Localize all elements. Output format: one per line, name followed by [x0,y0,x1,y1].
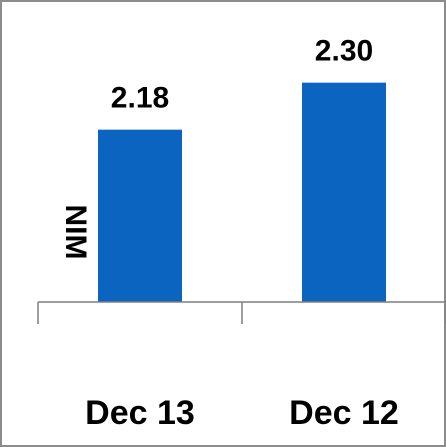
x-tick-label-dec-12: Dec 12 [289,394,399,432]
data-label-dec-13: 2.18 [111,82,169,115]
x-tick-label-dec-13: Dec 13 [85,394,195,432]
data-label-dec-12: 2.30 [315,35,373,68]
bar-dec-12 [302,82,386,303]
y-axis-label: NIM [59,205,92,260]
bars-group [98,82,386,303]
x-axis [37,301,446,324]
x-tick-labels-group: Dec 13 Dec 12 [85,394,399,432]
bar-dec-13 [98,129,182,302]
data-labels-group: 2.18 2.30 [111,35,373,115]
